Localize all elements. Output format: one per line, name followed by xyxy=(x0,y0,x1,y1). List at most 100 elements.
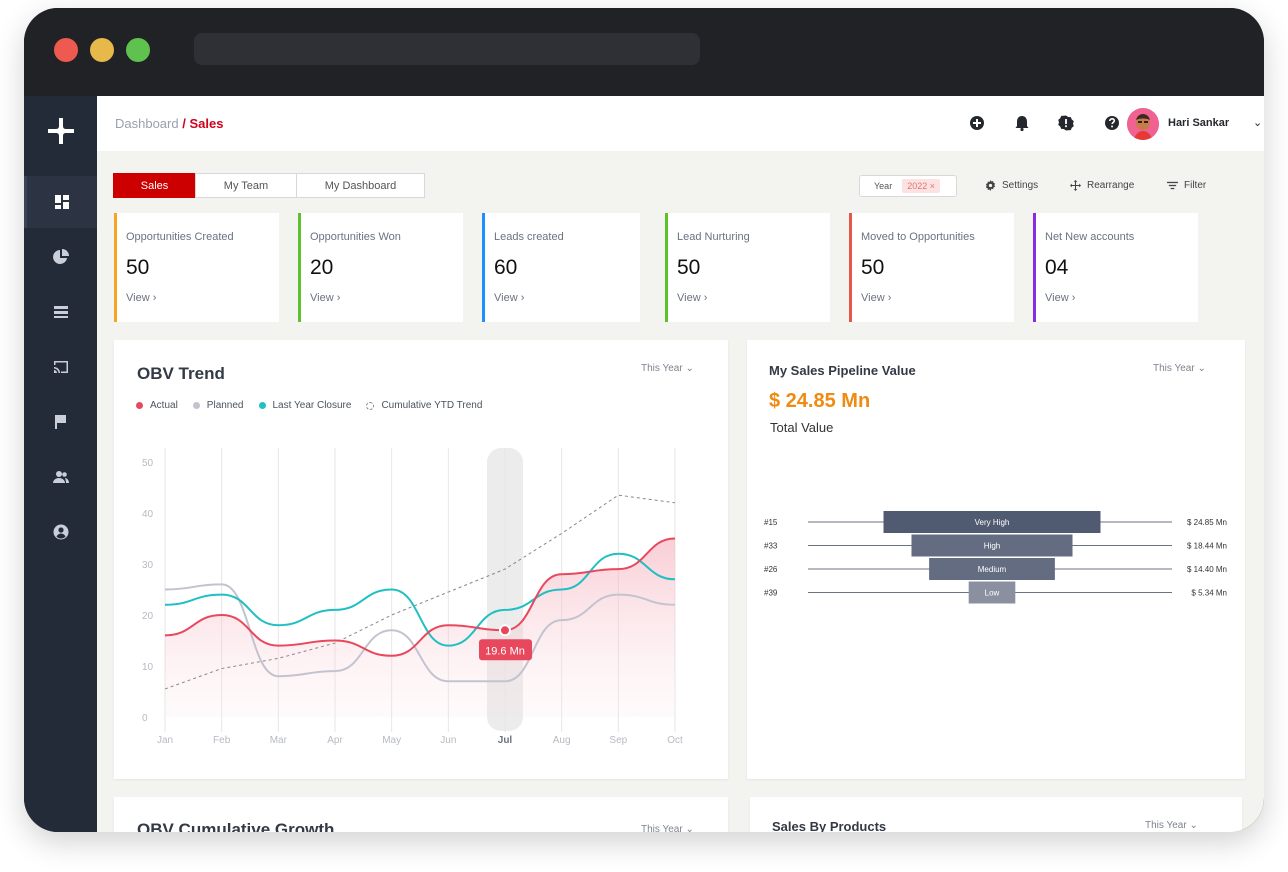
settings-label: Settings xyxy=(1002,180,1039,191)
funnel-bar-label: Very High xyxy=(975,518,1010,527)
breadcrumb-separator: / xyxy=(178,116,190,131)
actual-series-area xyxy=(165,538,675,717)
alert-icon[interactable] xyxy=(1057,114,1075,132)
obv-trend-period-select[interactable]: This Year ⌄ xyxy=(641,363,694,374)
sales-pipeline-card: My Sales Pipeline Value This Year ⌄ $ 24… xyxy=(747,340,1245,779)
funnel-value-label: $ 5.34 Mn xyxy=(1191,589,1227,598)
settings-button[interactable]: Settings xyxy=(985,180,1038,191)
pipeline-total-value: $ 24.85 Mn xyxy=(769,390,871,412)
funnel-value-label: $ 18.44 Mn xyxy=(1187,542,1227,551)
kpi-label: Lead Nurturing xyxy=(677,231,750,243)
legend-item-actual[interactable]: Actual xyxy=(136,400,178,411)
y-tick-label: 40 xyxy=(142,509,154,520)
minimize-window-button[interactable] xyxy=(90,38,114,62)
kpi-view-link[interactable]: View › xyxy=(494,292,525,304)
tooltip-label: 19.6 Mn xyxy=(485,645,525,657)
kpi-view-link[interactable]: View › xyxy=(677,292,708,304)
kpi-card-net-new-accounts[interactable]: Net New accounts 04 View › xyxy=(1033,213,1198,322)
user-menu-chevron-icon[interactable]: ⌄ xyxy=(1253,117,1263,129)
pipeline-period-select[interactable]: This Year ⌄ xyxy=(1153,363,1206,374)
breadcrumb-parent[interactable]: Dashboard xyxy=(115,116,179,131)
filter-button[interactable]: Filter xyxy=(1167,180,1206,191)
funnel-bar xyxy=(911,534,1073,557)
rearrange-button[interactable]: Rearrange xyxy=(1070,180,1134,191)
help-icon[interactable] xyxy=(1103,114,1121,132)
kpi-value: 04 xyxy=(1045,256,1069,279)
legend-item-planned[interactable]: Planned xyxy=(192,400,244,411)
kpi-card-leads-created[interactable]: Leads created 60 View › xyxy=(482,213,640,322)
kpi-label: Leads created xyxy=(494,231,564,243)
x-tick-label: Jun xyxy=(440,735,456,746)
kpi-value: 60 xyxy=(494,256,518,279)
sidebar xyxy=(24,96,97,832)
cumulative-growth-title: OBV Cumulative Growth xyxy=(137,820,335,832)
funnel-bar-label: Medium xyxy=(978,565,1007,574)
breadcrumb: Dashboard / Sales xyxy=(115,116,223,131)
kpi-card-opportunities-won[interactable]: Opportunities Won 20 View › xyxy=(298,213,463,322)
legend-label: Planned xyxy=(206,400,244,411)
maximize-window-button[interactable] xyxy=(126,38,150,62)
nav-users-icon[interactable] xyxy=(24,451,97,503)
close-window-button[interactable] xyxy=(54,38,78,62)
kpi-card-opportunities-created[interactable]: Opportunities Created 50 View › xyxy=(114,213,279,322)
sales-by-products-period-select[interactable]: This Year ⌄ xyxy=(1145,820,1198,831)
cumulative-growth-period-select[interactable]: This Year ⌄ xyxy=(641,824,694,832)
y-tick-label: 50 xyxy=(142,458,154,469)
x-tick-label: Feb xyxy=(213,735,231,746)
window-titlebar xyxy=(24,8,1264,96)
nav-pie-chart-icon[interactable] xyxy=(24,231,97,283)
kpi-view-link[interactable]: View › xyxy=(126,292,157,304)
kpi-value: 50 xyxy=(677,256,701,279)
legend-item-last-year-closure[interactable]: Last Year Closure xyxy=(258,400,352,411)
kpi-value: 20 xyxy=(310,256,334,279)
filter-icon xyxy=(1167,181,1178,190)
nav-cast-icon[interactable] xyxy=(24,341,97,393)
funnel-rank-label: #26 xyxy=(764,565,778,574)
highlight-point xyxy=(499,624,511,637)
bell-icon[interactable] xyxy=(1013,114,1031,132)
kpi-card-moved-to-opportunities[interactable]: Moved to Opportunities 50 View › xyxy=(849,213,1014,322)
kpi-view-link[interactable]: View › xyxy=(861,292,892,304)
y-tick-label: 30 xyxy=(142,560,154,571)
app-logo-icon[interactable] xyxy=(46,116,76,146)
plus-circle-icon[interactable] xyxy=(968,114,986,132)
user-avatar[interactable] xyxy=(1127,108,1159,140)
tab-my-team[interactable]: My Team xyxy=(195,173,297,198)
tab-my-dashboard[interactable]: My Dashboard xyxy=(296,173,425,198)
obv-cumulative-growth-card: OBV Cumulative Growth This Year ⌄ xyxy=(114,797,728,832)
funnel-rank-label: #39 xyxy=(764,589,778,598)
x-tick-label: Jan xyxy=(157,735,173,746)
y-tick-label: 20 xyxy=(142,611,154,622)
x-tick-label: Sep xyxy=(609,735,627,746)
kpi-card-lead-nurturing[interactable]: Lead Nurturing 50 View › xyxy=(665,213,830,322)
tooltip-box xyxy=(479,639,532,661)
nav-dashboard-icon[interactable] xyxy=(24,176,97,228)
nav-account-icon[interactable] xyxy=(24,506,97,558)
browser-window: Dashboard / Sales xyxy=(24,8,1264,832)
dashboard-tabs: Sales My Team My Dashboard xyxy=(113,173,425,198)
kpi-label: Opportunities Created xyxy=(126,231,234,243)
tab-sales[interactable]: Sales xyxy=(113,173,196,198)
user-name[interactable]: Hari Sankar xyxy=(1168,117,1230,129)
legend-item-cumulative-ytd[interactable]: Cumulative YTD Trend xyxy=(366,400,482,411)
year-filter-chip[interactable]: 2022 × xyxy=(902,179,940,193)
legend-label: Actual xyxy=(150,400,178,411)
main-content: Dashboard / Sales xyxy=(97,96,1264,832)
funnel-bar-label: High xyxy=(984,542,1000,551)
funnel-bar xyxy=(968,581,1016,604)
kpi-value: 50 xyxy=(861,256,885,279)
nav-flag-icon[interactable] xyxy=(24,396,97,448)
nav-list-icon[interactable] xyxy=(24,286,97,338)
funnel-bar-label: Low xyxy=(985,589,1000,598)
year-filter[interactable]: Year 2022 × xyxy=(859,175,957,197)
gear-icon xyxy=(985,180,996,191)
legend-label: Last Year Closure xyxy=(272,400,352,411)
funnel-value-label: $ 24.85 Mn xyxy=(1187,518,1227,527)
legend-swatch xyxy=(366,401,375,410)
kpi-view-link[interactable]: View › xyxy=(1045,292,1076,304)
funnel-rank-label: #33 xyxy=(764,542,778,551)
address-bar[interactable] xyxy=(194,33,700,65)
pipeline-total-label: Total Value xyxy=(770,420,834,435)
kpi-view-link[interactable]: View › xyxy=(310,292,341,304)
funnel-rank-label: #15 xyxy=(764,518,778,527)
